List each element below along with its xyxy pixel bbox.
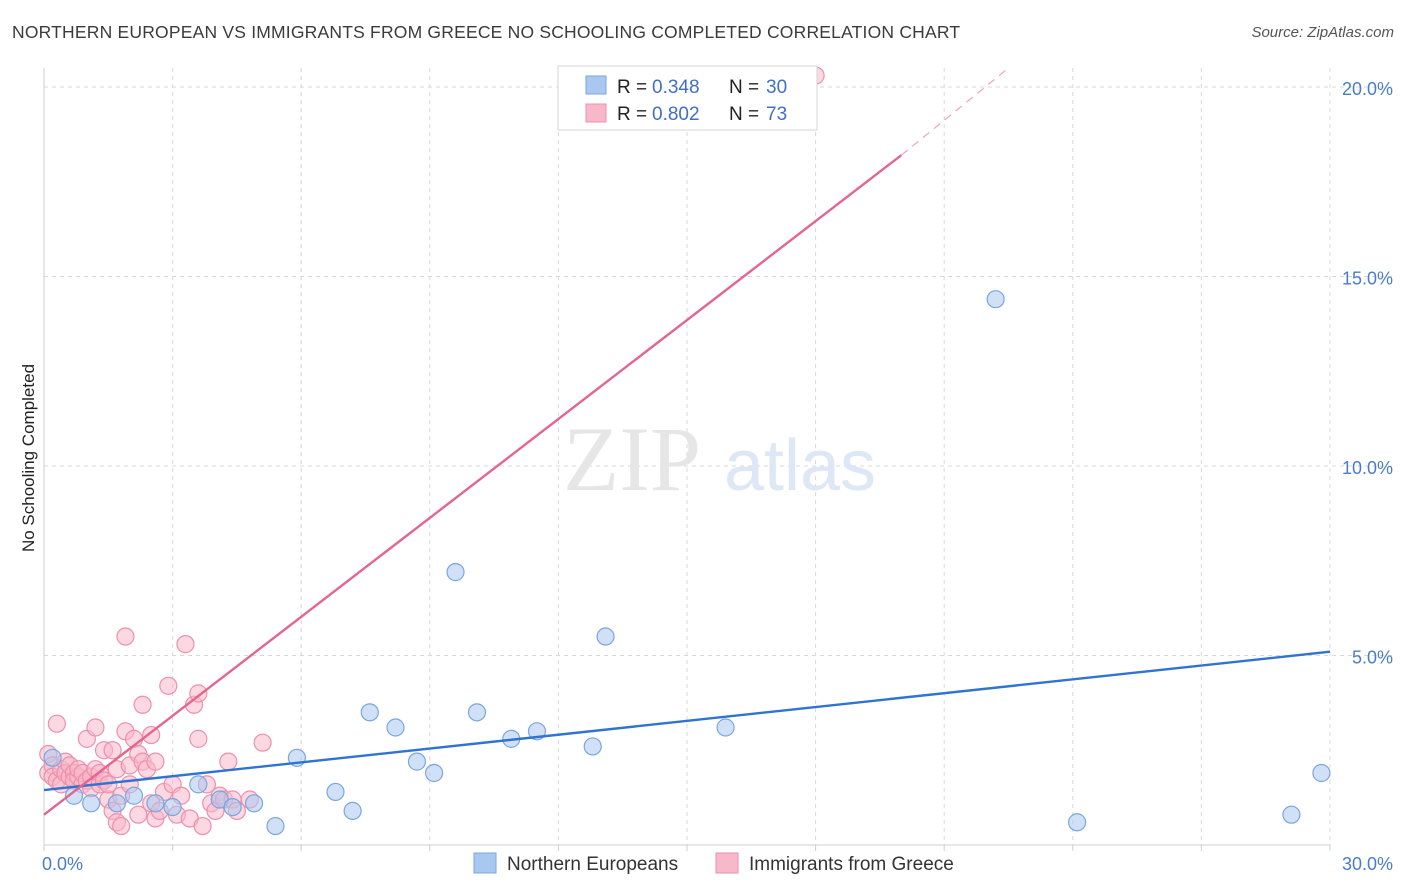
source-credit: Source: ZipAtlas.com (1251, 24, 1394, 41)
point-northern-europeans (716, 718, 735, 737)
point-immigrants-from-greece (86, 718, 105, 737)
point-northern-europeans (244, 794, 264, 813)
legend-n-value-pink: 73 (766, 104, 787, 125)
point-northern-europeans (146, 794, 165, 813)
correlation-legend: R = 0.348 N = 30 R = 0.802 N = 73 (557, 65, 818, 131)
watermark-atlas: atlas (724, 426, 876, 506)
point-northern-europeans (343, 801, 362, 820)
point-immigrants-from-greece (193, 816, 212, 836)
point-northern-europeans (1067, 813, 1087, 832)
series-northern-europeans (43, 290, 1331, 836)
legend-r-value-pink: 0.802 (652, 104, 700, 125)
bottom-legend-swatch-pink (715, 852, 739, 874)
legend-swatch-pink (585, 103, 607, 123)
point-northern-europeans (124, 786, 144, 805)
point-northern-europeans (467, 703, 487, 722)
point-northern-europeans (82, 794, 101, 813)
chart-title: NORTHERN EUROPEAN VS IMMIGRANTS FROM GRE… (12, 22, 961, 42)
watermark: ZIP atlas (563, 408, 876, 510)
point-immigrants-from-greece (189, 684, 208, 703)
legend-swatch-blue (585, 75, 607, 95)
point-immigrants-from-greece (133, 695, 152, 714)
point-northern-europeans (107, 794, 126, 813)
point-northern-europeans (189, 775, 208, 794)
point-northern-europeans (386, 718, 405, 737)
point-northern-europeans (43, 748, 62, 767)
point-immigrants-from-greece (253, 733, 272, 752)
point-immigrants-from-greece (129, 805, 148, 824)
point-immigrants-from-greece (159, 676, 178, 695)
point-northern-europeans (163, 797, 182, 817)
point-immigrants-from-greece (116, 627, 135, 646)
point-northern-europeans (223, 797, 242, 817)
point-northern-europeans (360, 703, 379, 722)
watermark-zip: ZIP (563, 408, 701, 510)
y-axis-label: No Schooling Completed (19, 364, 38, 552)
point-immigrants-from-greece (146, 752, 165, 771)
x-tick-label: 0.0% (42, 854, 83, 874)
x-tick-labels: 0.0% 30.0% (42, 854, 1393, 874)
trend-lines (43, 67, 1331, 816)
bottom-legend-northern-europeans: Northern Europeans (507, 854, 678, 875)
bottom-legend-swatch-blue (473, 852, 497, 874)
trend-line-northern-europeans (43, 650, 1331, 792)
point-immigrants-from-greece (219, 752, 238, 771)
legend-r-label: R = (617, 77, 647, 98)
y-tick-label: 15.0% (1342, 268, 1393, 288)
point-immigrants-from-greece (142, 725, 161, 745)
point-northern-europeans (1312, 763, 1331, 783)
point-northern-europeans (596, 627, 615, 646)
trend-line-extension (900, 67, 1009, 156)
point-northern-europeans (1282, 805, 1301, 824)
point-northern-europeans (986, 290, 1005, 309)
legend-n-value-blue: 30 (766, 77, 787, 98)
y-tick-label: 20.0% (1342, 79, 1393, 99)
legend-r-value-blue: 0.348 (652, 77, 700, 98)
legend-n-label: N = (729, 104, 759, 125)
point-immigrants-from-greece (176, 635, 195, 654)
grid-lines (43, 68, 1394, 851)
series-legend: Northern Europeans Immigrants from Greec… (473, 852, 954, 875)
point-immigrants-from-greece (47, 714, 66, 733)
point-northern-europeans (424, 763, 444, 783)
point-immigrants-from-greece (112, 816, 131, 836)
y-tick-labels: 5.0% 10.0% 15.0% 20.0% (1342, 79, 1393, 668)
point-northern-europeans (583, 737, 602, 756)
trend-line-immigrants-from-greece (43, 154, 903, 816)
y-tick-label: 5.0% (1352, 647, 1393, 667)
point-northern-europeans (446, 563, 465, 582)
legend-r-label: R = (617, 104, 647, 125)
y-tick-label: 10.0% (1342, 458, 1393, 478)
bottom-legend-immigrants-from-greece: Immigrants from Greece (749, 854, 954, 875)
x-tick-label: 30.0% (1342, 854, 1393, 874)
legend-n-label: N = (729, 77, 759, 98)
point-immigrants-from-greece (103, 741, 122, 760)
point-northern-europeans (266, 816, 285, 836)
point-northern-europeans (407, 752, 427, 771)
point-northern-europeans (326, 782, 345, 802)
point-immigrants-from-greece (189, 729, 208, 748)
